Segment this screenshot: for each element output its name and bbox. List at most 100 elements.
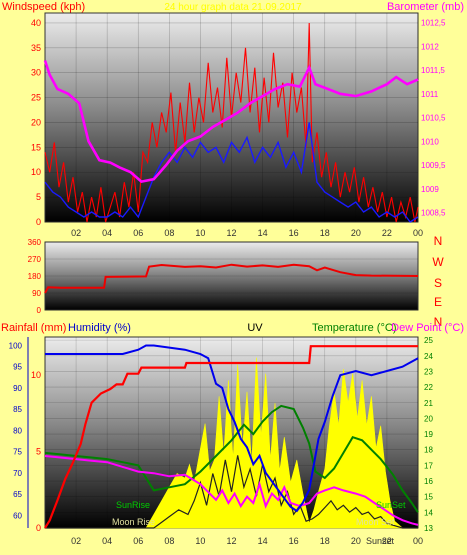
temperature-tick-label: 21: [424, 399, 433, 408]
humidity-tick-label: 95: [13, 363, 22, 372]
temperature-tick-label: 16: [424, 477, 433, 486]
temp-x-tick-label: 20: [351, 536, 361, 546]
temp-x-tick-label: 04: [102, 536, 112, 546]
barometer-y-ticks: 1008,5 1009 1009,5 1010 1010,5 1011 1011,5 1012…: [421, 19, 446, 218]
temp-x-tick-label: 18: [320, 536, 330, 546]
uv-label: UV: [247, 322, 263, 334]
dewpoint-label: Dew Point (°C): [391, 322, 464, 334]
temp-x-tick-label: 10: [195, 536, 205, 546]
direction-tick-label: 90: [32, 289, 41, 298]
wind-x-tick-label: 20: [351, 228, 361, 238]
temperature-label: Temperature (°C): [312, 322, 396, 334]
wind-tick-label: 35: [31, 43, 41, 53]
wind-y-ticks: 0 5 10 15 20 25 30 35 40: [31, 18, 41, 227]
temp-series: [44, 344, 419, 529]
temp-x-tick-label: 22: [382, 536, 392, 546]
compass-label: E: [434, 295, 442, 309]
barometer-tick-label: 1009: [421, 185, 439, 194]
wind-gust-line: [44, 22, 419, 223]
humidity-tick-label: 60: [13, 511, 22, 520]
direction-y-ticks: 0 90 180 270 360: [28, 238, 42, 315]
compass-label: N: [434, 234, 443, 248]
temperature-tick-label: 15: [424, 493, 433, 502]
barometer-tick-label: 1010: [421, 137, 439, 146]
barometer-tick-label: 1010,5: [421, 114, 446, 123]
rain-humidity-temp-chart: SunRise Moon Rise SunSet Moon Set Sunset 60 6…: [1, 322, 464, 546]
temperature-tick-label: 22: [424, 383, 433, 392]
wind-tick-label: 40: [31, 18, 41, 28]
barometer-line: [43, 60, 419, 183]
wind-x-ticks: 02 04 06 08 10 12 14 16 18 20 22 00: [71, 228, 423, 238]
wind-tick-label: 10: [31, 167, 41, 177]
temperature-tick-label: 20: [424, 414, 433, 423]
temperature-tick-label: 25: [424, 336, 433, 345]
direction-series: [44, 263, 419, 294]
wind-tick-label: 25: [31, 93, 41, 103]
moonrise-label: Moon Rise: [112, 517, 155, 527]
humidity-tick-label: 70: [13, 469, 22, 478]
temp-x-tick-label: 14: [258, 536, 268, 546]
wind-x-tick-label: 08: [164, 228, 174, 238]
temp-x-tick-label: 02: [71, 536, 81, 546]
temperature-line: [44, 404, 419, 513]
wind-x-tick-label: 04: [102, 228, 112, 238]
wind-x-tick-label: 00: [413, 228, 423, 238]
temp-x-tick-label: 00: [413, 536, 423, 546]
wind-x-tick-label: 18: [320, 228, 330, 238]
direction-tick-label: 0: [37, 306, 42, 315]
barometer-tick-label: 1012: [421, 42, 439, 51]
solar-line: [45, 455, 418, 529]
wind-x-tick-label: 02: [71, 228, 81, 238]
wind-tick-label: 0: [36, 217, 41, 227]
temp-x-tick-label: 06: [133, 536, 143, 546]
wind-y-axis-label: Windspeed (kph): [2, 1, 85, 13]
rain-tick-label: 10: [31, 370, 41, 380]
rainfall-line: [44, 345, 418, 529]
temp-x-tick-label: 16: [289, 536, 299, 546]
temp-x-tick-label: 12: [226, 536, 236, 546]
temperature-tick-label: 13: [424, 524, 433, 533]
direction-tick-label: 180: [28, 272, 42, 281]
sunset-short-label: Sunset: [366, 536, 395, 546]
rainfall-label: Rainfall (mm): [1, 322, 66, 334]
temperature-y-ticks: 13 14 15 16 17 18 19 20 21 22 23 24 25: [424, 336, 433, 533]
rain-y-ticks: 0 5 10: [31, 370, 41, 533]
wind-series: [43, 22, 419, 223]
dewpoint-line: [44, 455, 419, 526]
humidity-tick-label: 90: [13, 384, 22, 393]
temperature-tick-label: 19: [424, 430, 433, 439]
moonset-label: Moon Set: [356, 517, 395, 527]
humidity-tick-label: 65: [13, 490, 22, 499]
rain-tick-label: 0: [36, 523, 41, 533]
barometer-tick-label: 1009,5: [421, 161, 446, 170]
temperature-tick-label: 23: [424, 367, 433, 376]
compass-label: S: [434, 276, 442, 290]
wind-x-tick-label: 22: [382, 228, 392, 238]
wind-average-line: [44, 122, 419, 223]
direction-tick-label: 270: [28, 255, 42, 264]
wind-gridlines: [45, 13, 419, 223]
wind-direction-line: [44, 263, 419, 294]
temperature-tick-label: 18: [424, 446, 433, 455]
uv-area: [45, 357, 418, 529]
wind-tick-label: 30: [31, 68, 41, 78]
temp-x-tick-label: 08: [164, 536, 174, 546]
sunrise-label: SunRise: [116, 500, 150, 510]
wind-tick-label: 5: [36, 192, 41, 202]
wind-tick-label: 20: [31, 117, 41, 127]
barometer-y-axis-label: Barometer (mb): [387, 1, 464, 13]
direction-tick-label: 360: [28, 238, 42, 247]
humidity-tick-label: 100: [9, 341, 23, 350]
compass-label: W: [432, 255, 444, 269]
sun-moon-annotations: SunRise Moon Rise SunSet Moon Set Sunset: [112, 500, 406, 546]
humidity-tick-label: 85: [13, 405, 22, 414]
chart-title: 24 hour graph data 21.09.2017: [164, 2, 302, 13]
sunset-label: SunSet: [376, 500, 406, 510]
humidity-label: Humidity (%): [68, 322, 131, 334]
temperature-tick-label: 24: [424, 352, 433, 361]
wind-x-tick-label: 06: [133, 228, 143, 238]
barometer-tick-label: 1012,5: [421, 19, 446, 28]
